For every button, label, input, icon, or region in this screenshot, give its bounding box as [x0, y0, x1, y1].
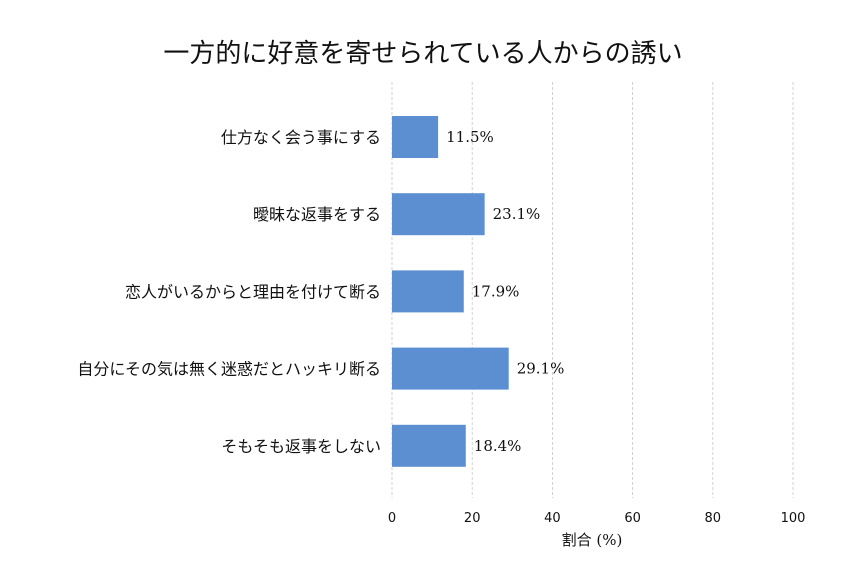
- category-label: そもそも返事をしない: [221, 437, 381, 456]
- category-label: 仕方なく会う事にする: [221, 128, 381, 147]
- value-labels: 11.5% 23.1% 17.9% 29.1% 18.4%: [446, 128, 564, 455]
- bar: [392, 270, 464, 313]
- value-label: 11.5%: [446, 128, 494, 146]
- bar: [392, 193, 485, 236]
- x-axis-label: 割合 (%): [562, 531, 623, 549]
- category-label: 曖昧な返事をする: [253, 205, 381, 224]
- category-labels: 仕方なく会う事にする曖昧な返事をする恋人がいるからと理由を付けて断る自分にその気…: [77, 128, 381, 456]
- value-label: 23.1%: [493, 205, 541, 223]
- bar: [392, 116, 439, 158]
- x-tick-label: 80: [705, 511, 722, 526]
- x-tick-label: 100: [781, 511, 806, 526]
- x-tick-label: 60: [624, 511, 641, 526]
- value-label: 29.1%: [517, 360, 565, 378]
- bar: [392, 424, 466, 467]
- x-tick-label: 0: [388, 511, 396, 526]
- value-label: 18.4%: [474, 437, 522, 455]
- x-tick-labels: 0 20 40 60 80 100: [388, 511, 806, 526]
- chart-title: 一方的に好意を寄せられている人からの誘い: [163, 39, 682, 69]
- bars: [392, 116, 509, 467]
- bar: [392, 347, 509, 390]
- x-tick-label: 40: [544, 511, 561, 526]
- category-label: 自分にその気は無く迷惑だとハッキリ断る: [77, 360, 381, 379]
- category-label: 恋人がいるからと理由を付けて断る: [125, 282, 381, 301]
- value-label: 17.9%: [472, 282, 520, 300]
- x-tick-label: 20: [464, 511, 481, 526]
